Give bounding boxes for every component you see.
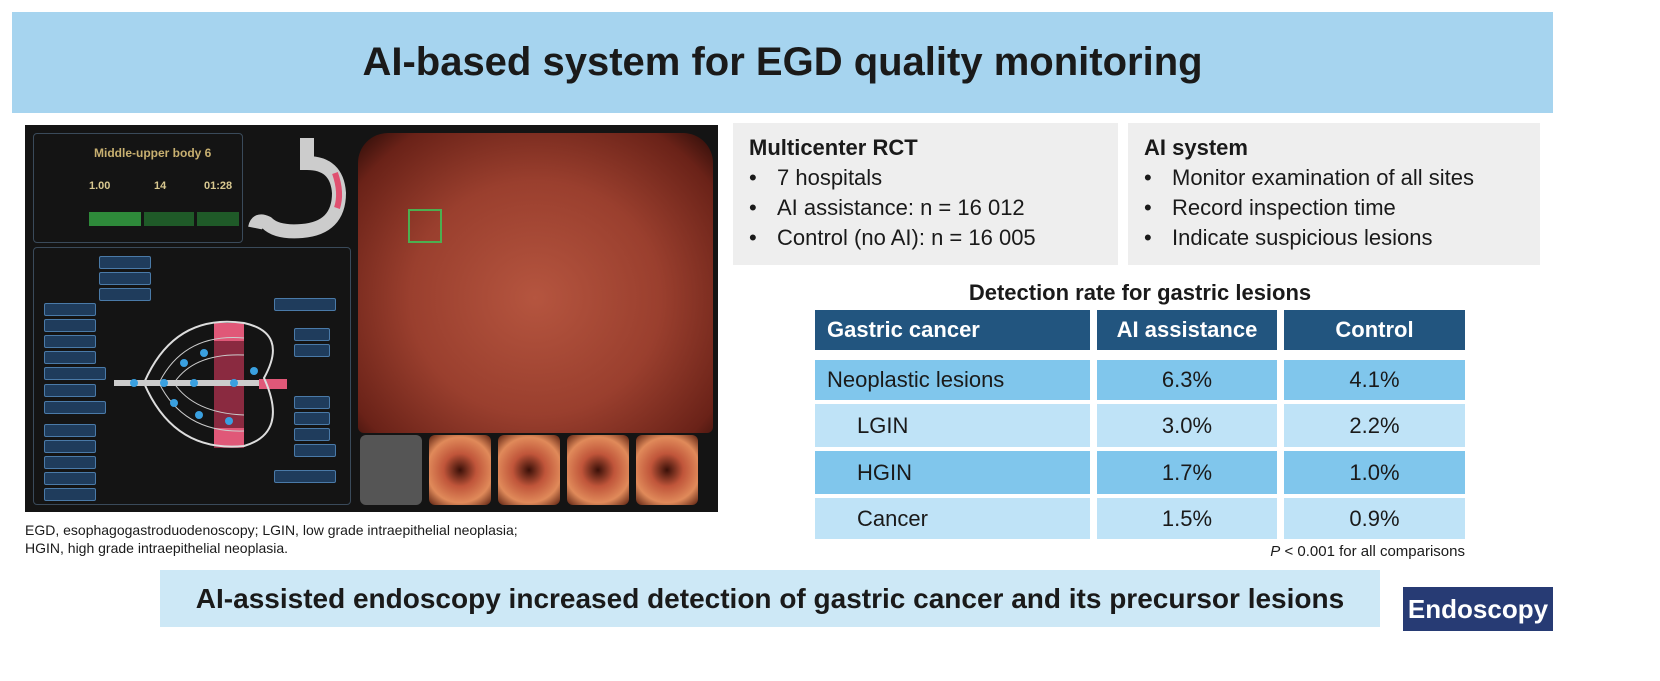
- rct-title: Multicenter RCT: [749, 135, 918, 160]
- stat-value: 14: [154, 180, 167, 192]
- journal-logo: Endoscopy: [1403, 587, 1553, 631]
- row-label: HGIN: [815, 451, 1090, 494]
- thumbnail: [636, 435, 698, 505]
- status-panel: Middle-upper body 6 1.00 14 01:28: [33, 133, 243, 243]
- footnote-line: EGD, esophagogastroduodenoscopy; LGIN, l…: [25, 522, 518, 538]
- list-item: • 7 hospitals: [749, 165, 883, 190]
- ai-system-screenshot: Middle-upper body 6 1.00 14 01:28: [25, 125, 718, 512]
- thumbnail: [429, 435, 491, 505]
- list-item: • Indicate suspicious lesions: [1144, 225, 1433, 250]
- ai-system-title: AI system: [1144, 135, 1248, 160]
- ai-value: 3.0%: [1097, 404, 1277, 447]
- column-header: Gastric cancer: [815, 310, 1090, 350]
- control-value: 0.9%: [1284, 498, 1465, 539]
- stomach-icon: [248, 138, 347, 239]
- p-value-note: P < 0.001 for all comparisons: [1270, 543, 1465, 560]
- row-label: LGIN: [815, 404, 1090, 447]
- conclusion-banner: AI-assisted endoscopy increased detectio…: [160, 570, 1380, 627]
- list-item: • Monitor examination of all sites: [1144, 165, 1475, 190]
- list-item: • AI assistance: n = 16 012: [749, 195, 1025, 220]
- stomach-map-panel: [33, 247, 351, 505]
- control-value: 1.0%: [1284, 451, 1465, 494]
- footnote: EGD, esophagogastroduodenoscopy; LGIN, l…: [25, 521, 518, 557]
- table-title: Detection rate for gastric lesions: [968, 280, 1312, 305]
- site-label: Middle-upper body 6: [94, 146, 212, 160]
- list-item: • Control (no AI): n = 16 005: [749, 225, 1036, 250]
- footnote-line: HGIN, high grade intraepithelial neoplas…: [25, 540, 289, 556]
- thumbnail: [498, 435, 560, 505]
- column-header: AI assistance: [1097, 310, 1277, 350]
- rct-box: Multicenter RCT • 7 hospitals • AI assista…: [733, 123, 1118, 265]
- list-item: • Record inspection time: [1144, 195, 1396, 220]
- thumbnail: [360, 435, 422, 505]
- thumbnail: [567, 435, 629, 505]
- control-value: 2.2%: [1284, 404, 1465, 447]
- endoscopic-view: [358, 133, 713, 433]
- ai-value: 6.3%: [1097, 360, 1277, 400]
- stat-value: 1.00: [89, 180, 111, 192]
- lesion-detection-box: [408, 209, 442, 243]
- ai-value: 1.7%: [1097, 451, 1277, 494]
- row-label: Cancer: [815, 498, 1090, 539]
- ai-system-box: AI system • Monitor examination of all si…: [1128, 123, 1540, 265]
- row-label: Neoplastic lesions: [815, 360, 1090, 400]
- control-value: 4.1%: [1284, 360, 1465, 400]
- column-header: Control: [1284, 310, 1465, 350]
- page-title: AI-based system for EGD quality monitori…: [362, 40, 1203, 84]
- ai-value: 1.5%: [1097, 498, 1277, 539]
- header-banner: AI-based system for EGD quality monitori…: [12, 12, 1553, 113]
- time-value: 01:28: [204, 180, 233, 192]
